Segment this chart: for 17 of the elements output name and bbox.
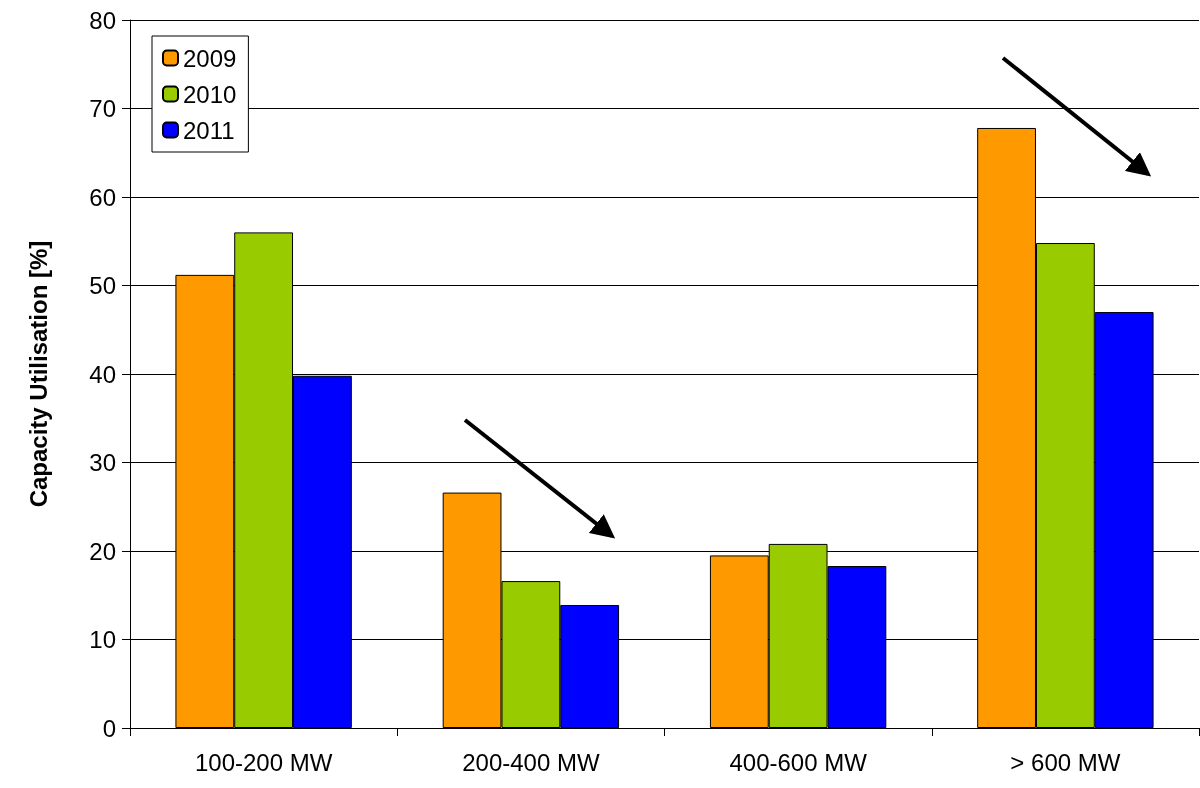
- y-axis-title: Capacity Utilisation [%]: [24, 240, 52, 508]
- x-tick-label: 100-200 MW: [194, 748, 333, 776]
- y-tick-label: 40: [89, 360, 116, 388]
- legend-label: 2011: [183, 116, 235, 144]
- y-tick-label: 80: [89, 6, 116, 34]
- x-tick-label: 400-600 MW: [729, 748, 868, 776]
- y-tick-label: 0: [102, 714, 116, 742]
- legend-label: 2010: [183, 80, 237, 108]
- y-tick-label: 70: [89, 95, 116, 122]
- legend-label: 2009: [183, 44, 237, 72]
- y-tick-label: 10: [89, 626, 116, 653]
- y-tick-label: 30: [89, 449, 116, 476]
- x-tick-label: 200-400 MW: [462, 748, 600, 776]
- y-tick-label: 50: [89, 272, 116, 299]
- x-tick-label: > 600 MW: [1010, 748, 1121, 776]
- y-tick-label: 20: [89, 537, 116, 565]
- y-tick-label: 60: [89, 183, 116, 211]
